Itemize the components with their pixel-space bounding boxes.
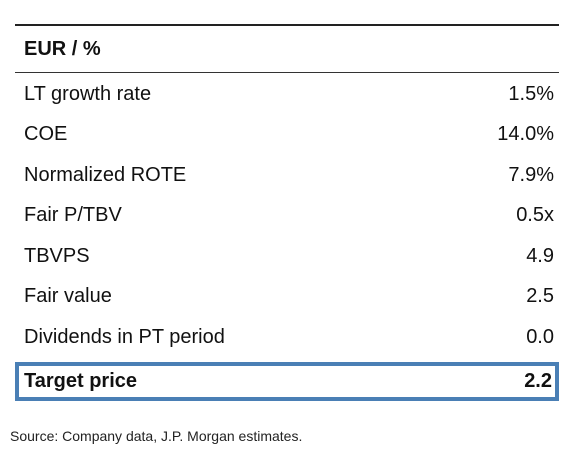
row-value: 0.5x <box>516 204 554 227</box>
row-value: 4.9 <box>526 244 554 267</box>
row-value: 14.0% <box>497 123 554 146</box>
header-rule <box>15 72 559 73</box>
row-label: COE <box>24 123 68 146</box>
valuation-table: EUR / % LT growth rate 1.5% COE 14.0% No… <box>15 24 559 401</box>
table-row: TBVPS 4.9 <box>15 236 559 277</box>
top-rule <box>15 24 559 26</box>
table-row: Fair P/TBV 0.5x <box>15 196 559 237</box>
source-note: Source: Company data, J.P. Morgan estima… <box>10 428 303 444</box>
row-label: LT growth rate <box>24 82 152 105</box>
table-row: COE 14.0% <box>15 115 559 156</box>
target-price-label: Target price <box>24 369 137 392</box>
table-row: Dividends in PT period 0.0 <box>15 317 559 358</box>
table-row: Fair value 2.5 <box>15 277 559 318</box>
table-row: Normalized ROTE 7.9% <box>15 155 559 196</box>
row-label: TBVPS <box>24 244 90 267</box>
row-value: 1.5% <box>508 82 554 105</box>
row-label: Fair value <box>24 285 112 308</box>
row-value: 0.0 <box>526 325 554 348</box>
row-value: 2.5 <box>526 285 554 308</box>
row-value: 7.9% <box>508 163 554 186</box>
row-label: Fair P/TBV <box>24 204 122 227</box>
row-label: Normalized ROTE <box>24 163 187 186</box>
target-price-row: Target price 2.2 <box>15 361 559 401</box>
table-header: EUR / % <box>15 26 559 72</box>
row-label: Dividends in PT period <box>24 325 225 348</box>
target-price-value: 2.2 <box>524 369 552 392</box>
header-label: EUR / % <box>24 37 101 60</box>
table-row: LT growth rate 1.5% <box>15 74 559 115</box>
